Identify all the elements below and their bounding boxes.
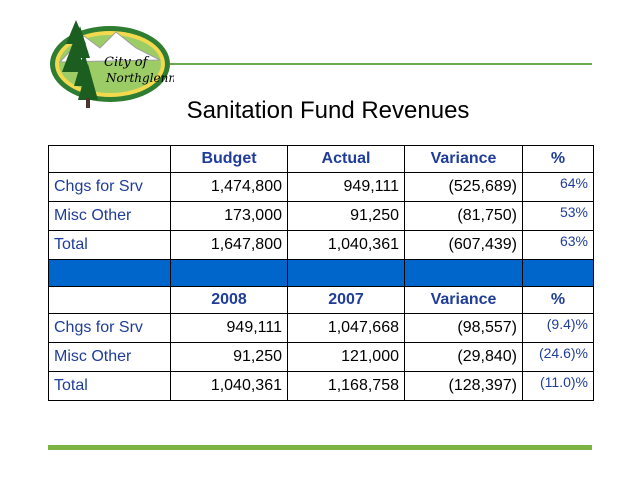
row-label: Total: [48, 230, 171, 260]
header-budget: Budget: [170, 145, 288, 173]
percent-value: (24.6)%: [522, 342, 594, 372]
year-2007-value: 121,000: [287, 342, 405, 372]
table-header-row: 2008 2007 Variance %: [48, 286, 594, 314]
variance-value: (525,689): [404, 172, 523, 202]
percent-value: 64%: [522, 172, 594, 202]
year-2007-value: 1,168,758: [287, 371, 405, 401]
table-row: Misc Other 173,000 91,250 (81,750) 53%: [48, 201, 594, 231]
year-2008-value: 91,250: [170, 342, 288, 372]
header-cell: [48, 145, 171, 173]
revenue-table: Budget Actual Variance % Chgs for Srv 1,…: [48, 145, 594, 401]
header-2007: 2007: [287, 286, 405, 314]
top-rule: [170, 63, 592, 65]
table-row: Chgs for Srv 949,111 1,047,668 (98,557) …: [48, 313, 594, 343]
row-label: Chgs for Srv: [48, 172, 171, 202]
variance-value: (98,557): [404, 313, 523, 343]
row-label: Misc Other: [48, 201, 171, 231]
header-percent: %: [522, 145, 594, 173]
budget-value: 173,000: [170, 201, 288, 231]
percent-value: 53%: [522, 201, 594, 231]
header-variance: Variance: [404, 286, 523, 314]
percent-value: (11.0)%: [522, 371, 594, 401]
row-label: Total: [48, 371, 171, 401]
variance-value: (128,397): [404, 371, 523, 401]
city-logo: City of Northglenn: [44, 14, 176, 110]
budget-value: 1,474,800: [170, 172, 288, 202]
row-label: Chgs for Srv: [48, 313, 171, 343]
header-2008: 2008: [170, 286, 288, 314]
variance-value: (29,840): [404, 342, 523, 372]
header-variance: Variance: [404, 145, 523, 173]
year-2008-value: 1,040,361: [170, 371, 288, 401]
year-2008-value: 949,111: [170, 313, 288, 343]
logo-text-line1: City of: [104, 55, 150, 70]
header-cell: [48, 286, 171, 314]
year-2007-value: 1,047,668: [287, 313, 405, 343]
bottom-rule: [48, 445, 592, 450]
header-percent: %: [522, 286, 594, 314]
percent-value: (9.4)%: [522, 313, 594, 343]
table-row: Total 1,647,800 1,040,361 (607,439) 63%: [48, 230, 594, 260]
page-title: Sanitation Fund Revenues: [186, 97, 470, 124]
table-row: Misc Other 91,250 121,000 (29,840) (24.6…: [48, 342, 594, 372]
row-label: Misc Other: [48, 342, 171, 372]
budget-value: 1,647,800: [170, 230, 288, 260]
actual-value: 91,250: [287, 201, 405, 231]
table-header-row: Budget Actual Variance %: [48, 145, 594, 173]
table-row: Chgs for Srv 1,474,800 949,111 (525,689)…: [48, 172, 594, 202]
header-actual: Actual: [287, 145, 405, 173]
variance-value: (81,750): [404, 201, 523, 231]
actual-value: 949,111: [287, 172, 405, 202]
percent-value: 63%: [522, 230, 594, 260]
actual-value: 1,040,361: [287, 230, 405, 260]
variance-value: (607,439): [404, 230, 523, 260]
logo-text-line2: Northglenn: [105, 71, 174, 85]
table-row: Total 1,040,361 1,168,758 (128,397) (11.…: [48, 371, 594, 401]
separator-band: [48, 259, 594, 287]
